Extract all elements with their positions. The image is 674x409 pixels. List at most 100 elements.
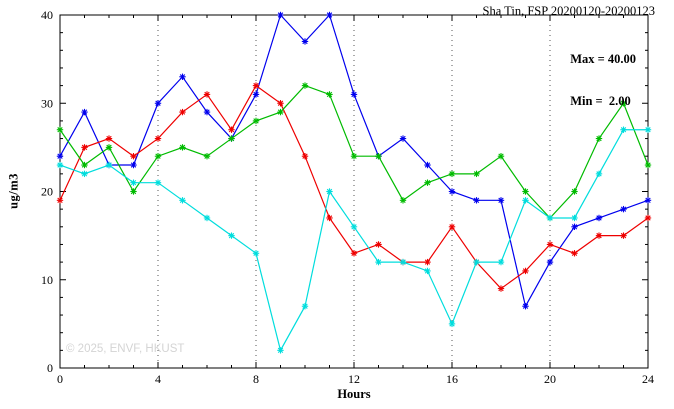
watermark: © 2025, ENVF, HKUST [66, 343, 185, 355]
series-cyan-marker [350, 223, 358, 230]
min-annotation: Min = 2.00 [570, 94, 631, 108]
max-annotation: Max = 40.00 [570, 52, 636, 66]
series-red-marker [277, 100, 284, 107]
series-blue-marker [473, 197, 480, 204]
series-green-marker [105, 144, 113, 151]
series-green-marker [644, 161, 652, 169]
series-green-marker [497, 153, 505, 160]
series-blue-marker [497, 197, 505, 204]
chart-title: Sha Tin, FSP 20200120-20200123 [482, 4, 656, 18]
series-green-marker [252, 117, 260, 125]
series-green-marker [571, 188, 578, 195]
x-tick-label: 20 [544, 372, 556, 386]
series-green-marker [228, 135, 235, 142]
series-red-marker [595, 232, 603, 239]
x-axis-label: Hours [337, 387, 371, 401]
series-red-marker [326, 214, 333, 222]
y-axis-label: ug/m3 [6, 173, 21, 209]
series-blue-marker [644, 197, 652, 204]
series-cyan-marker [399, 258, 407, 266]
series-blue-marker [448, 188, 456, 195]
series-cyan-marker [326, 188, 333, 195]
series-cyan-marker [644, 126, 652, 133]
series-cyan-marker [546, 214, 554, 222]
y-tick-labels: 0 10 20 30 40 [41, 8, 53, 375]
series-cyan-marker [179, 197, 186, 204]
series-green-marker [375, 153, 382, 160]
series-blue-marker [130, 161, 137, 169]
series-blue-marker [252, 91, 260, 98]
series-green-marker [350, 153, 358, 160]
series-green-marker [473, 170, 480, 178]
series-red-marker [350, 250, 358, 257]
series-blue-marker [154, 100, 162, 107]
series-red-marker [571, 250, 578, 257]
series-blue-marker [571, 223, 578, 230]
series-red-marker [154, 135, 162, 142]
y-tick-label: 40 [41, 8, 53, 22]
series-red-marker [620, 232, 627, 239]
series-cyan-marker [448, 320, 456, 328]
y-tick-label: 10 [41, 273, 53, 287]
series-cyan-marker [252, 250, 260, 257]
series-cyan-marker [595, 170, 603, 178]
series-cyan-marker [154, 179, 162, 186]
series-blue-marker [56, 153, 64, 160]
series-cyan-marker [105, 161, 113, 169]
series-red-marker [179, 108, 186, 116]
series-blue-marker [424, 161, 431, 169]
x-tick-label: 16 [446, 372, 458, 386]
x-tick-label: 8 [253, 372, 259, 386]
series-green-marker [154, 153, 162, 160]
series-red-marker [644, 214, 652, 222]
series-blue-marker [595, 214, 603, 222]
series-green-marker [448, 170, 456, 178]
series-blue-marker [81, 108, 88, 116]
x-tick-label: 0 [57, 372, 63, 386]
series-cyan-marker [130, 179, 137, 186]
series-red-marker [203, 91, 211, 98]
y-tick-label: 20 [41, 185, 53, 199]
series-cyan-marker [56, 161, 64, 169]
series-cyan [56, 126, 652, 354]
series-blue-marker [203, 108, 211, 116]
series-red-marker [424, 258, 431, 266]
series-red-marker [301, 153, 309, 160]
series-blue-marker [546, 258, 554, 266]
axis-ticks [59, 14, 649, 369]
series-cyan-marker [522, 197, 529, 204]
series-red-marker [228, 126, 235, 133]
series-blue-marker [522, 303, 529, 310]
series-cyan-marker [81, 170, 88, 178]
series-blue-marker [620, 205, 627, 213]
x-tick-label: 4 [155, 372, 161, 386]
y-tick-label: 30 [41, 96, 53, 110]
gridlines [157, 15, 551, 368]
series-green-marker [301, 82, 309, 89]
series-red-marker [448, 223, 456, 230]
series-red-marker [375, 241, 382, 248]
series-cyan-marker [571, 214, 578, 222]
x-tick-label: 12 [348, 372, 360, 386]
series-blue-marker [350, 91, 358, 98]
series-blue-marker [277, 11, 284, 19]
series-green-marker [620, 100, 627, 107]
series-green-marker [424, 179, 431, 186]
series-green-marker [595, 135, 603, 142]
series-green-marker [81, 161, 88, 169]
series-red-marker [105, 135, 113, 142]
series-blue-marker [301, 38, 309, 45]
series-green-marker [179, 144, 186, 151]
series-green-marker [399, 197, 407, 204]
series-red-marker [546, 241, 554, 248]
series-red-marker [252, 82, 260, 89]
series-red-line [59, 84, 649, 290]
series-cyan-marker [203, 214, 211, 222]
series-cyan-marker [301, 303, 309, 310]
series-green-marker [130, 188, 137, 195]
max-min-annotation: Max = 40.00 Min = 2.00 [570, 24, 636, 136]
series-blue-marker [179, 73, 186, 80]
series-green-marker [277, 108, 284, 116]
series-cyan-marker [473, 258, 480, 266]
